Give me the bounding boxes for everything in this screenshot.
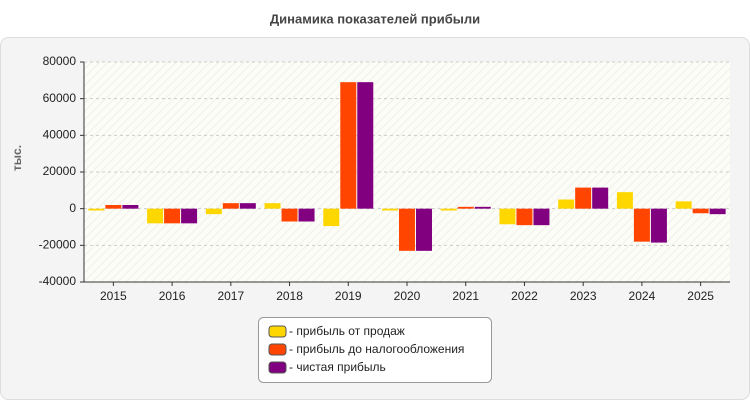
bar [340, 82, 357, 209]
y-tick-label: -20000 [39, 238, 77, 252]
bar [181, 208, 198, 224]
bar [516, 208, 533, 226]
y-tick-label: -40000 [39, 274, 77, 288]
bar [416, 208, 432, 251]
bar [239, 203, 256, 209]
bar [105, 205, 122, 209]
bar [616, 192, 633, 209]
x-tick-label: 2016 [159, 289, 186, 303]
y-axis-label: тыс. [10, 145, 24, 171]
bar [457, 206, 474, 209]
x-tick-label: 2015 [100, 289, 127, 303]
bar [88, 208, 105, 211]
bar [558, 199, 575, 209]
x-tick-label: 2022 [511, 289, 538, 303]
bar [323, 208, 340, 227]
x-tick-label: 2019 [335, 289, 362, 303]
bar [675, 201, 692, 209]
x-tick-label: 2017 [217, 289, 244, 303]
bar [357, 82, 374, 209]
bar [575, 187, 592, 209]
bar [709, 208, 726, 215]
y-tick-label: 60000 [43, 91, 77, 105]
x-tick-label: 2018 [276, 289, 303, 303]
chart-title: Динамика показателей прибыли [270, 11, 480, 26]
y-tick-label: 0 [69, 201, 76, 215]
bar [499, 208, 516, 225]
legend-swatch [268, 343, 287, 356]
bar [474, 206, 491, 209]
bar [533, 208, 550, 226]
legend-swatch [268, 361, 287, 374]
bar [298, 208, 315, 222]
legend-label: - прибыль от продаж [289, 324, 405, 338]
legend-label: - чистая прибыль [289, 360, 386, 374]
bar [592, 187, 609, 209]
bar [650, 208, 667, 243]
bar [692, 208, 709, 214]
x-tick-label: 2020 [394, 289, 421, 303]
bar [440, 208, 457, 211]
legend [258, 317, 492, 383]
bar [264, 203, 281, 209]
y-tick-label: 20000 [43, 164, 77, 178]
bar [122, 205, 139, 209]
x-tick-label: 2025 [687, 289, 714, 303]
bar [382, 208, 398, 211]
bar [222, 203, 239, 209]
y-tick-label: 40000 [43, 128, 77, 142]
legend-swatch [268, 325, 287, 338]
x-tick-label: 2024 [629, 289, 656, 303]
x-tick-label: 2023 [570, 289, 597, 303]
bar [281, 208, 298, 222]
legend-label: - прибыль до налогообложения [289, 342, 464, 356]
bar [205, 208, 222, 215]
bar [399, 208, 415, 251]
bar [147, 208, 164, 224]
bar [164, 208, 181, 224]
bar [633, 208, 650, 242]
x-tick-label: 2021 [452, 289, 479, 303]
y-tick-label: 80000 [43, 54, 77, 68]
